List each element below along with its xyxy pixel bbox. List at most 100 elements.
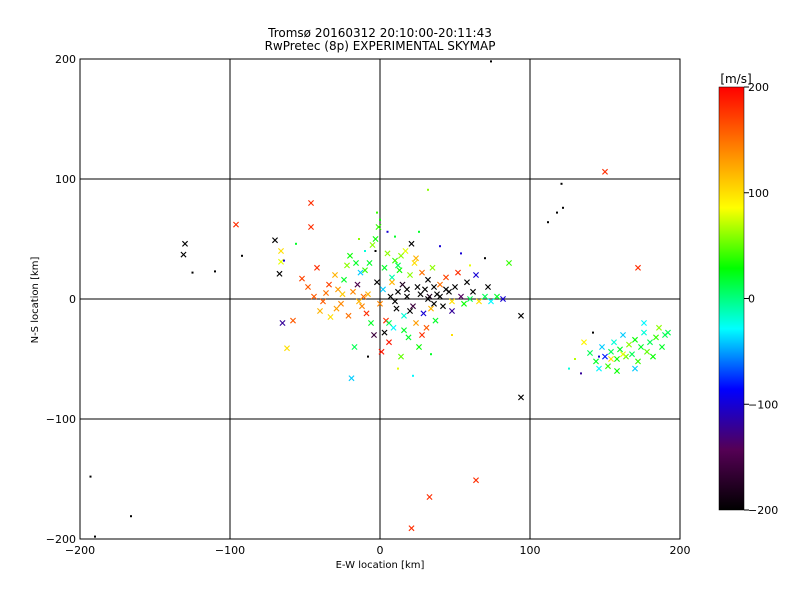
y-axis-ticks: −200 −100 0 100 200 [46, 53, 76, 546]
data-point-x [437, 281, 443, 288]
data-point-x [426, 494, 433, 500]
data-point-x [425, 296, 431, 302]
colorbar-tick-label: −100 [748, 398, 778, 411]
y-tick-label: 100 [55, 173, 76, 186]
data-point-x [278, 258, 284, 265]
data-point-x [348, 375, 355, 382]
data-point-x [347, 252, 353, 259]
data-point-x [369, 242, 376, 248]
data-point-x [272, 237, 278, 244]
data-point-x [362, 267, 368, 274]
data-point-x [333, 305, 340, 312]
data-point-x [395, 288, 401, 295]
data-point-dot [130, 515, 132, 518]
data-point-x [233, 221, 239, 228]
data-point-dot [397, 367, 399, 370]
data-point-x [461, 300, 467, 307]
data-point-x [392, 298, 398, 305]
data-point-x [276, 270, 283, 277]
data-point-x [629, 351, 635, 358]
data-point-x [665, 329, 671, 336]
data-point-dot [574, 358, 576, 360]
data-point-x [416, 344, 422, 350]
data-point-x [390, 324, 397, 331]
data-point-x [359, 303, 365, 310]
data-point-dot [560, 182, 563, 185]
colorbar-label: [m/s] [720, 72, 751, 86]
colorbar-tick-label: 100 [748, 187, 769, 200]
data-point-x [404, 293, 410, 300]
data-point-x [375, 224, 382, 230]
data-point-x [614, 368, 620, 374]
colorbar-ticks: −200 −100 0 100 200 [744, 81, 778, 517]
plot-area [79, 58, 681, 540]
data-point-x [396, 267, 403, 274]
data-point-x [338, 300, 344, 307]
data-point-x [308, 200, 314, 206]
data-point-x [317, 308, 323, 314]
data-point-x [641, 329, 647, 336]
data-point-x [470, 288, 476, 295]
data-point-x [356, 298, 362, 305]
data-point-x [485, 284, 491, 290]
data-point-x [366, 260, 373, 266]
data-point-x [360, 293, 367, 300]
data-point-x [608, 356, 614, 362]
data-point-x [335, 286, 341, 293]
data-point-dot [568, 367, 570, 370]
data-point-x [339, 291, 346, 298]
y-tick-label: −100 [46, 413, 76, 426]
data-point-x [374, 279, 380, 286]
data-point-x [180, 251, 187, 258]
data-point-x [419, 269, 425, 276]
data-point-x [314, 264, 320, 271]
data-point-x [500, 296, 506, 302]
data-point-x [182, 240, 188, 247]
data-point-x [656, 324, 662, 331]
data-point-x [428, 305, 434, 312]
data-point-x [449, 298, 455, 305]
data-point-dot [547, 221, 549, 224]
data-point-x [320, 298, 326, 305]
data-point-x [353, 260, 359, 266]
data-point-x [440, 303, 446, 310]
data-point-dot [430, 353, 432, 356]
y-tick-label: 200 [55, 53, 76, 66]
data-point-x [632, 365, 638, 372]
data-point-x [608, 348, 614, 355]
data-point-x [344, 262, 350, 269]
data-point-x [464, 279, 470, 286]
data-point-x [650, 353, 656, 360]
data-point-x [611, 339, 617, 346]
chart-title: Tromsø 20160312 20:10:00-20:11:43 [267, 26, 492, 40]
data-point-x [389, 274, 395, 281]
data-point-x [404, 286, 410, 293]
data-point-x [408, 240, 415, 247]
data-point-x [432, 317, 439, 324]
data-point-dot [94, 535, 96, 538]
data-point-x [401, 327, 407, 334]
data-point-x [398, 252, 404, 259]
data-point-x [452, 284, 458, 290]
data-point-dot [376, 211, 378, 214]
colorbar-tick-label: 0 [748, 293, 755, 306]
data-point-x [323, 290, 329, 296]
data-point-dot [460, 252, 462, 255]
data-point-x [653, 334, 659, 341]
data-point-x [354, 281, 361, 288]
data-point-x [381, 264, 388, 271]
data-point-dot [556, 211, 558, 214]
data-point-x [311, 293, 317, 300]
data-point-x [506, 260, 512, 266]
data-point-dot [358, 238, 360, 240]
y-tick-label: −200 [46, 533, 76, 546]
data-point-x [386, 320, 392, 326]
data-point-dot [418, 230, 420, 233]
data-point-dot [580, 372, 582, 375]
data-point-x [332, 272, 338, 278]
data-point-x [518, 312, 524, 319]
data-point-x [488, 298, 494, 305]
data-point-x [632, 336, 638, 343]
colorbar-tick-label: 200 [748, 81, 769, 94]
